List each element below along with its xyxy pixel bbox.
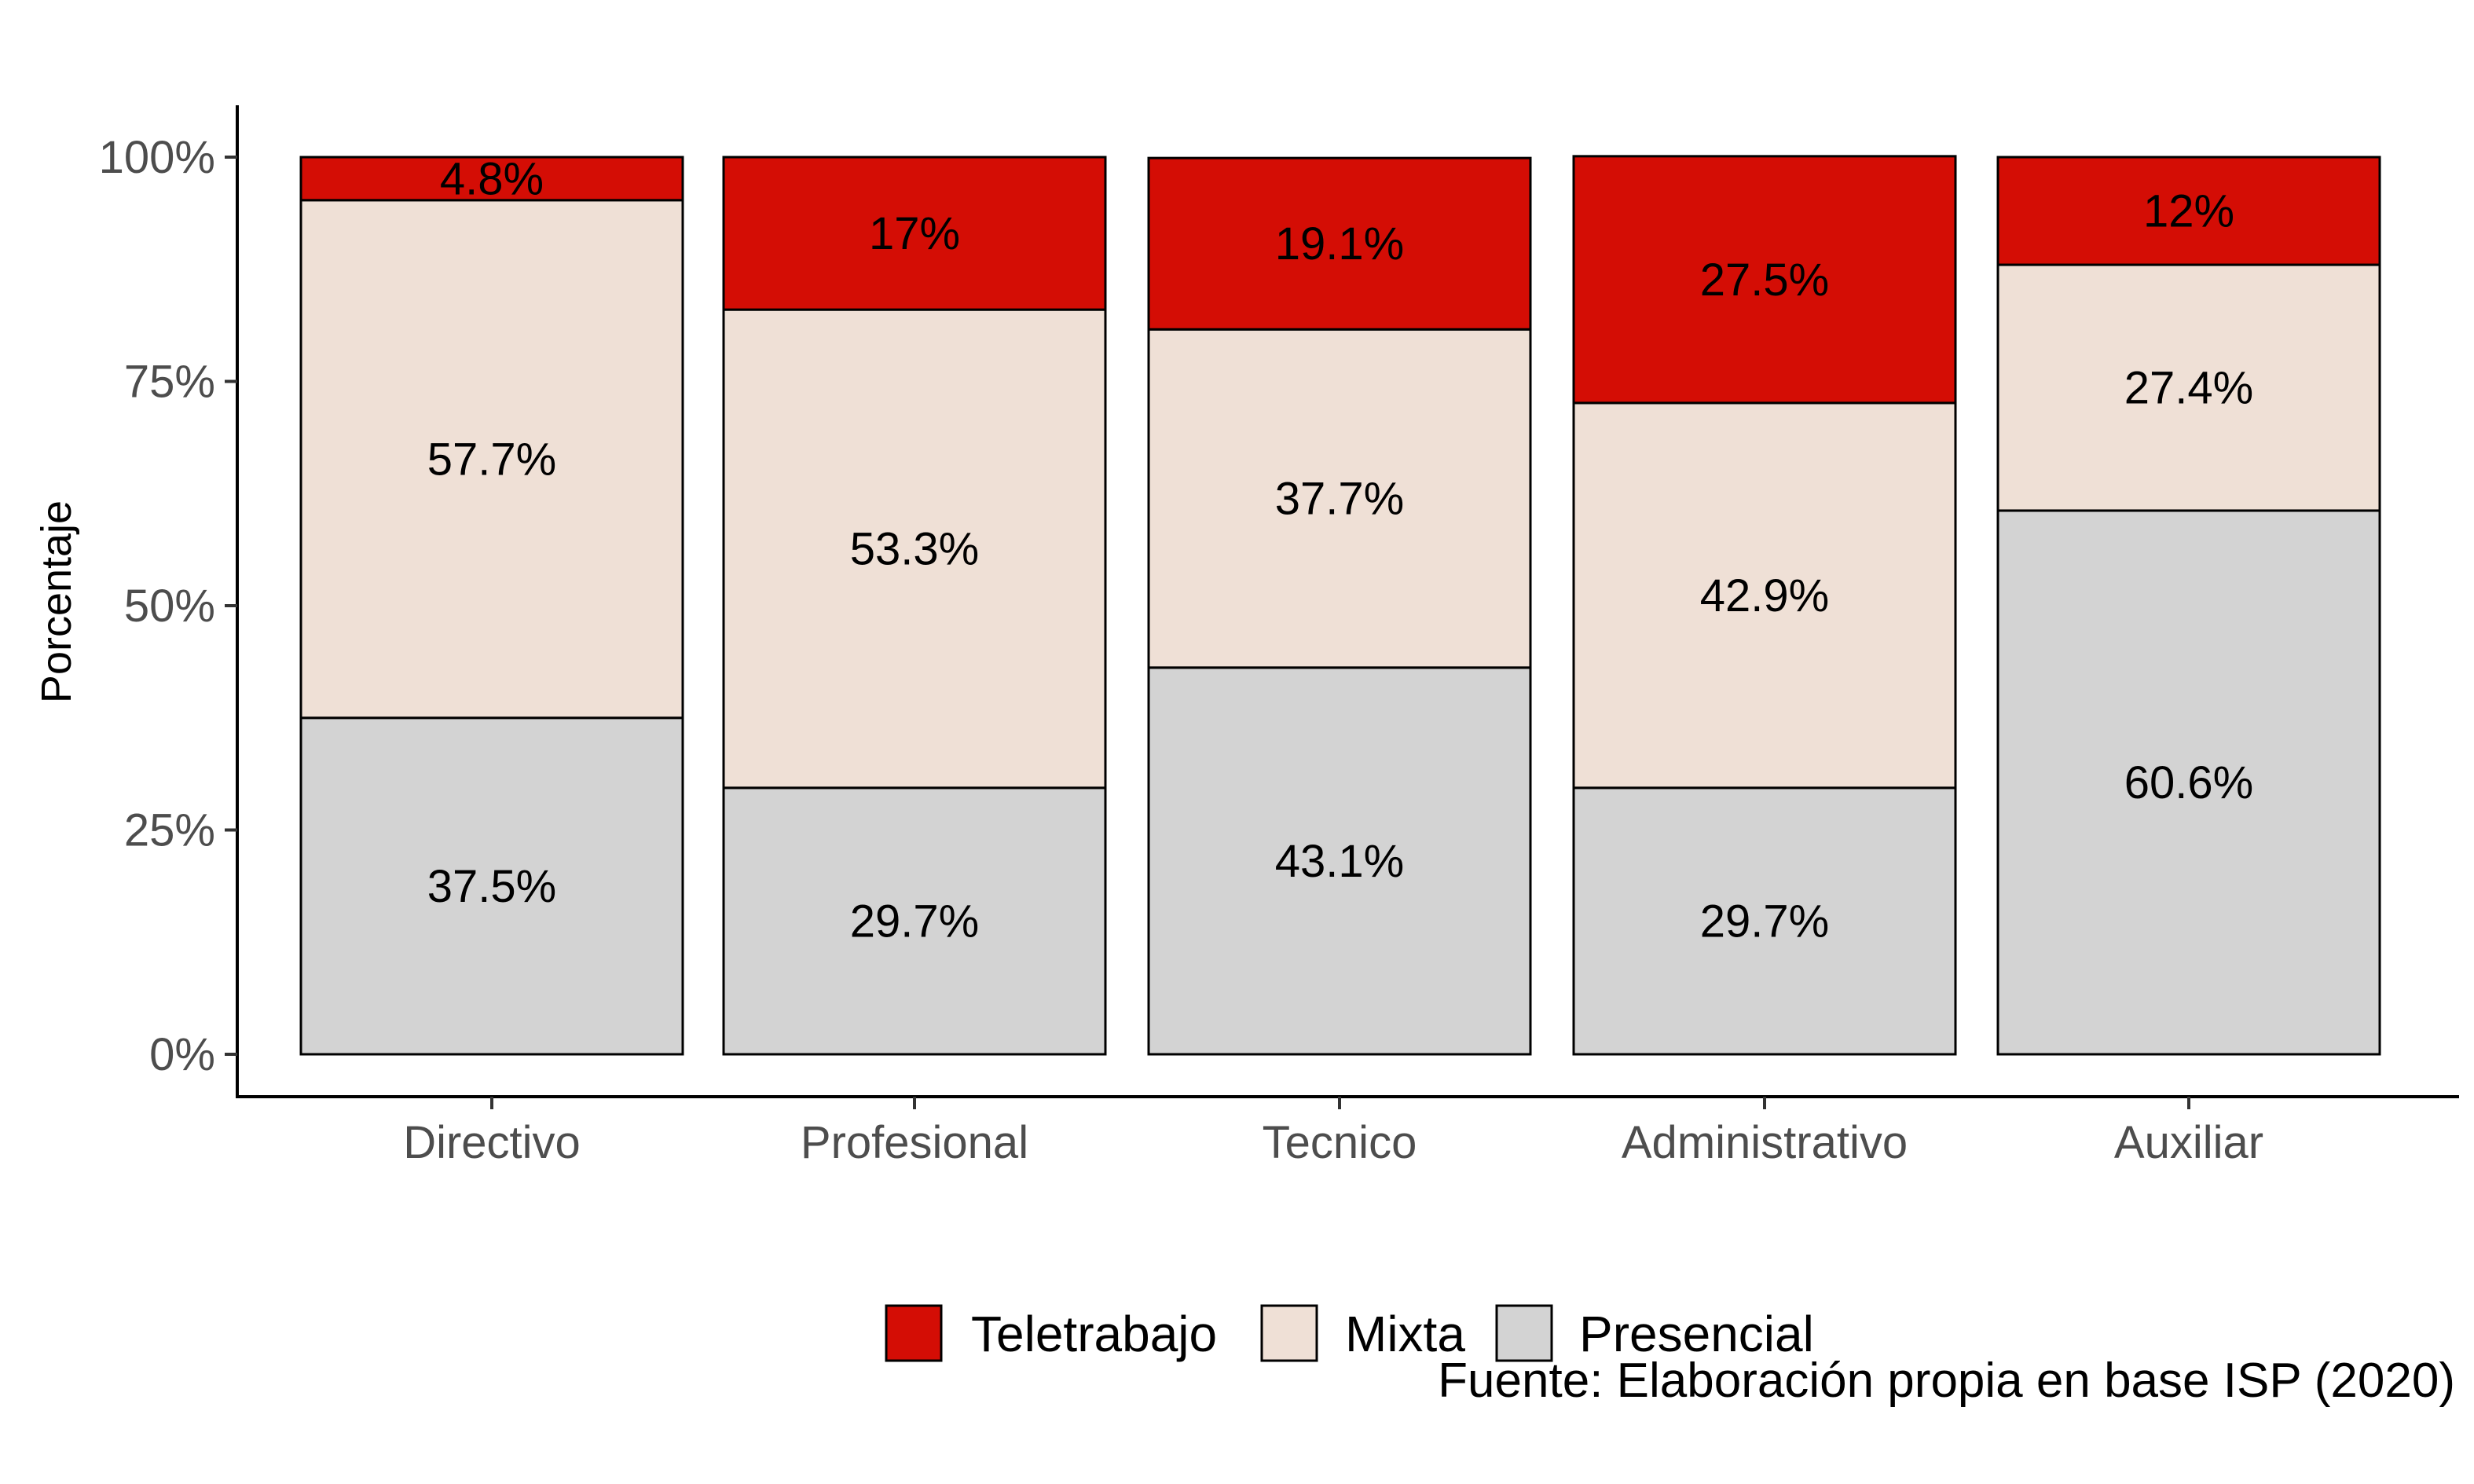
- x-tick-label: Directivo: [403, 1117, 581, 1168]
- y-tick-label: 75%: [124, 357, 215, 408]
- bar-segment-presencial-administrativo: [1572, 786, 1957, 1056]
- legend-label-mixta: Mixta: [1345, 1306, 1465, 1362]
- data-label-presencial-tecnico: 43.1%: [1275, 836, 1404, 887]
- legend-label-presencial: Presencial: [1579, 1306, 1814, 1362]
- legend-key-mixta: [1260, 1304, 1318, 1362]
- data-label-presencial-administrativo: 29.7%: [1700, 896, 1829, 947]
- legend-key-teletrabajo: [885, 1304, 943, 1362]
- y-axis-title: Porcentaje: [33, 500, 80, 703]
- bar-segment-mixta-profesional: [722, 308, 1107, 790]
- axes-layer: [236, 105, 2459, 1098]
- x-tick-label: Profesional: [801, 1117, 1028, 1168]
- legend: Teletrabajo Mixta Presencial: [885, 1304, 1814, 1362]
- bar-segment-mixta-administrativo: [1572, 401, 1957, 790]
- data-label-mixta-directivo: 57.7%: [427, 434, 556, 485]
- data-label-mixta-profesional: 53.3%: [850, 523, 979, 574]
- x-tick-label: Tecnico: [1263, 1117, 1417, 1168]
- x-tick-label: Administrativo: [1622, 1117, 1908, 1168]
- bars-layer: [299, 155, 2381, 1056]
- bar-segment-teletrabajo-directivo: [299, 156, 684, 202]
- data-label-presencial-profesional: 29.7%: [850, 896, 979, 947]
- data-label-mixta-administrativo: 42.9%: [1700, 570, 1829, 621]
- bar-segment-presencial-directivo: [299, 716, 684, 1056]
- bar-segment-mixta-tecnico: [1147, 328, 1532, 669]
- data-label-presencial-directivo: 37.5%: [427, 861, 556, 912]
- bar-segment-teletrabajo-administrativo: [1572, 155, 1957, 405]
- legend-key-presencial: [1495, 1304, 1553, 1362]
- bar-segment-teletrabajo-tecnico: [1147, 156, 1532, 331]
- x-ticks-layer: Directivo Profesional Tecnico Administrativ…: [403, 1097, 2263, 1168]
- data-label-mixta-auxiliar: 27.4%: [2124, 362, 2253, 413]
- y-tick-label: 50%: [124, 581, 215, 632]
- bar-segment-presencial-auxiliar: [1996, 509, 2381, 1056]
- y-ticks-layer: 0% 25% 50% 75% 100%: [99, 132, 237, 1080]
- y-tick-label: 100%: [99, 132, 215, 183]
- bar-segment-presencial-profesional: [722, 786, 1107, 1056]
- y-tick-label: 25%: [124, 805, 215, 856]
- bar-segment-mixta-directivo: [299, 199, 684, 720]
- chart-caption: Fuente: Elaboración propia en base ISP (…: [1438, 1354, 2455, 1408]
- data-label-teletrabajo-directivo: 4.8%: [440, 153, 544, 204]
- data-label-presencial-auxiliar: 60.6%: [2124, 757, 2253, 808]
- bar-segment-presencial-tecnico: [1147, 666, 1532, 1056]
- data-label-teletrabajo-profesional: 17%: [869, 208, 960, 259]
- data-label-teletrabajo-auxiliar: 12%: [2143, 186, 2234, 237]
- x-tick-label: Auxiliar: [2114, 1117, 2263, 1168]
- legend-label-teletrabajo: Teletrabajo: [971, 1306, 1217, 1362]
- bar-segment-teletrabajo-auxiliar: [1996, 156, 2381, 266]
- data-label-teletrabajo-tecnico: 19.1%: [1275, 218, 1404, 269]
- data-labels-layer: 37.5% 57.7% 4.8% 29.7% 53.3% 17% 43.1% 37.7% 19.…: [427, 153, 2253, 947]
- data-label-teletrabajo-administrativo: 27.5%: [1700, 255, 1829, 306]
- data-label-mixta-tecnico: 37.7%: [1275, 474, 1404, 525]
- y-tick-label: 0%: [149, 1029, 215, 1080]
- bar-segment-teletrabajo-profesional: [722, 156, 1107, 311]
